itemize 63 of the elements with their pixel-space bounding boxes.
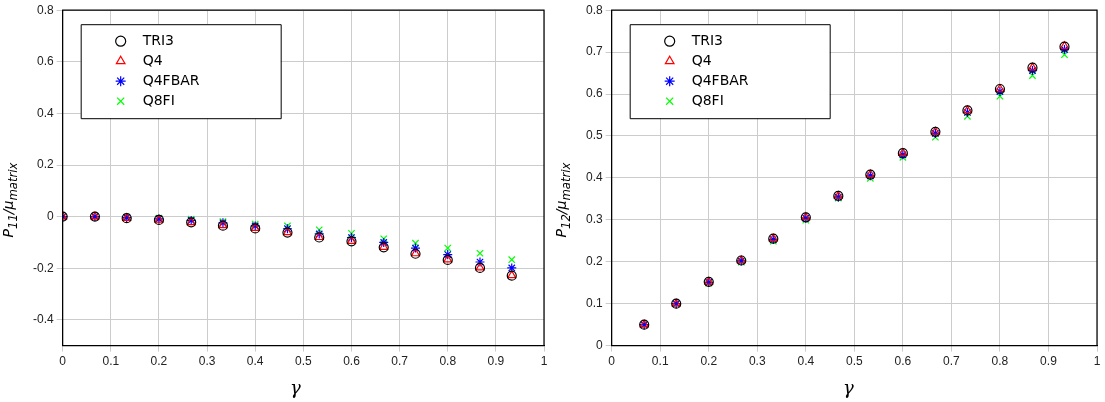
x-tick-label: 0.3 <box>748 354 766 369</box>
point <box>442 249 453 260</box>
point <box>379 235 388 243</box>
y-tick-label: 0.4 <box>585 170 603 185</box>
x-tick-label: 1 <box>540 354 548 369</box>
point <box>378 237 389 248</box>
y-tick-label: -0.2 <box>32 260 54 275</box>
legend-label: Q8FI <box>142 91 175 108</box>
y-tick-label: 0.6 <box>36 54 54 69</box>
y-tick-label: 0.3 <box>585 212 603 227</box>
y-tick-label: 0 <box>46 208 54 223</box>
x-tick-label: 0.2 <box>700 354 718 369</box>
x-tick-label: 0.5 <box>846 354 863 369</box>
x-axis-title: γ <box>843 377 854 398</box>
x-tick-label: 0.5 <box>295 354 312 369</box>
x-tick-label: 0.6 <box>894 354 912 369</box>
legend-label: Q8FI <box>691 91 724 108</box>
y-tick-label: 0.2 <box>36 157 54 172</box>
point <box>506 262 517 274</box>
legend-label: Q4FBAR <box>142 71 200 88</box>
point <box>1028 71 1037 80</box>
y-tick-label: 0.6 <box>585 86 603 101</box>
x-tick-label: 0.1 <box>651 354 669 369</box>
point <box>410 242 421 254</box>
point <box>507 255 516 264</box>
point <box>411 239 420 247</box>
y-tick-label: 0.4 <box>36 105 54 120</box>
point <box>1060 50 1069 59</box>
legend-label: Q4 <box>142 51 163 68</box>
x-tick-label: 0 <box>59 354 67 369</box>
point <box>996 92 1004 100</box>
point <box>963 112 972 121</box>
y-tick-label: 0.2 <box>585 254 603 269</box>
x-tick-label: 0.7 <box>391 354 409 369</box>
y-tick-label: 0.7 <box>585 44 603 59</box>
point <box>474 256 486 268</box>
point <box>443 244 452 252</box>
x-tick-label: 1 <box>1093 354 1101 369</box>
x-axis-title: γ <box>290 377 301 398</box>
x-tick-label: 0.4 <box>797 354 815 369</box>
y-tick-label: 0.5 <box>585 128 603 143</box>
y-tick-label: -0.4 <box>32 312 54 327</box>
x-tick-label: 0 <box>608 354 616 369</box>
x-tick-label: 0.8 <box>439 354 457 369</box>
legend-label: TRI3 <box>690 31 724 48</box>
y-tick-label: 0.1 <box>585 295 603 310</box>
x-tick-label: 0.8 <box>991 354 1009 369</box>
y-tick-label: 0 <box>595 337 603 352</box>
legend-label: Q4 <box>691 51 712 68</box>
x-tick-label: 0.2 <box>150 354 168 369</box>
x-tick-label: 0.9 <box>1040 354 1058 369</box>
y-tick-label: 0.8 <box>36 2 54 17</box>
x-tick-label: 0.9 <box>487 354 505 369</box>
x-tick-label: 0.6 <box>343 354 361 369</box>
y-tick-label: 0.8 <box>585 2 603 17</box>
legend-label: Q4FBAR <box>691 71 749 88</box>
x-tick-label: 0.3 <box>198 354 216 369</box>
point <box>347 229 356 238</box>
x-tick-label: 0.4 <box>246 354 264 369</box>
x-tick-label: 0.7 <box>943 354 961 369</box>
x-tick-label: 0.1 <box>102 354 120 369</box>
point <box>476 249 484 258</box>
legend-label: TRI3 <box>141 31 175 48</box>
